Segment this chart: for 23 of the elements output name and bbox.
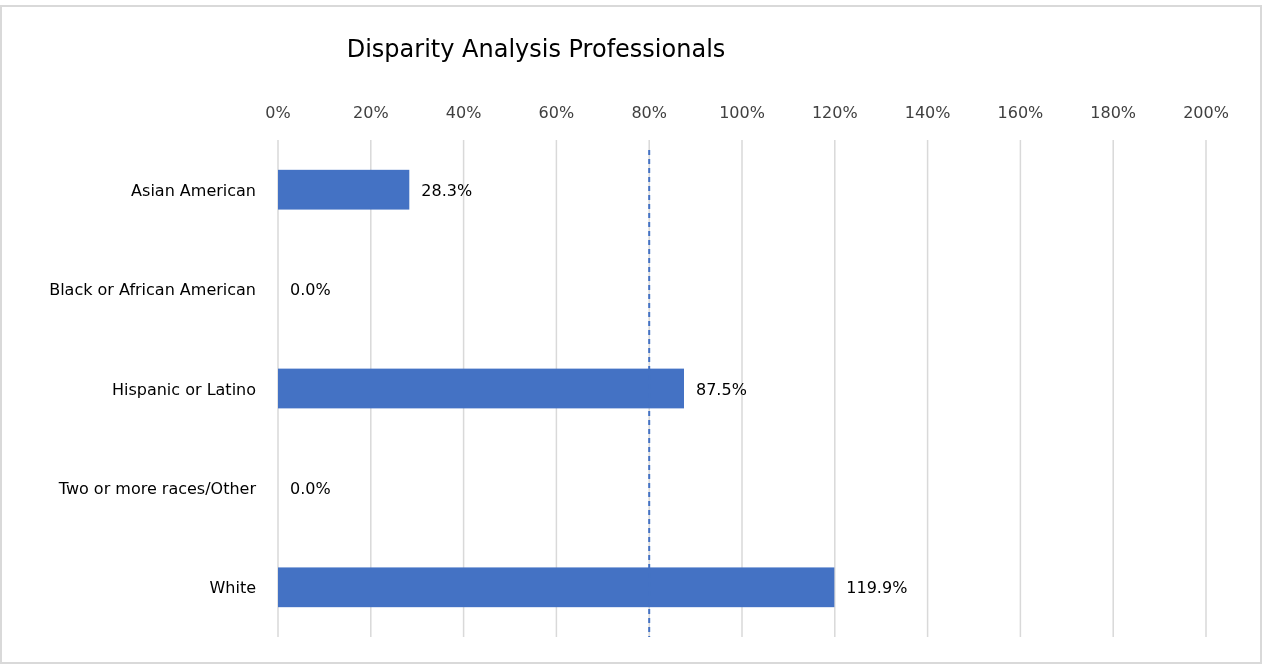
x-tick-label: 200%	[1183, 103, 1229, 122]
x-tick-label: 0%	[265, 103, 291, 122]
x-tick-label: 140%	[904, 103, 951, 122]
x-tick-label: 100%	[719, 103, 765, 122]
y-tick-label: Black or African American	[49, 280, 256, 300]
y-tick-label: Hispanic or Latino	[111, 379, 256, 399]
y-tick-label: Asian American	[131, 180, 256, 200]
x-tick-label: 180%	[1090, 103, 1137, 122]
data-label: 28.3%	[421, 180, 473, 200]
x-tick-label: 160%	[997, 103, 1044, 122]
data-label: 87.5%	[696, 379, 747, 399]
x-tick-label: 20%	[353, 103, 389, 122]
y-tick-label: Two or more races/Other	[57, 478, 257, 498]
chart-title: Disparity Analysis Professionals	[346, 35, 726, 63]
data-label: 119.9%	[846, 578, 908, 598]
x-tick-label: 40%	[445, 103, 482, 122]
data-label: 0.0%	[290, 280, 331, 300]
x-tick-label: 120%	[811, 103, 858, 122]
x-tick-label: 80%	[631, 103, 667, 122]
x-tick-label: 60%	[538, 103, 575, 122]
y-tick-label: White	[209, 578, 256, 598]
bar	[278, 169, 410, 210]
data-label: 0.0%	[290, 478, 331, 498]
